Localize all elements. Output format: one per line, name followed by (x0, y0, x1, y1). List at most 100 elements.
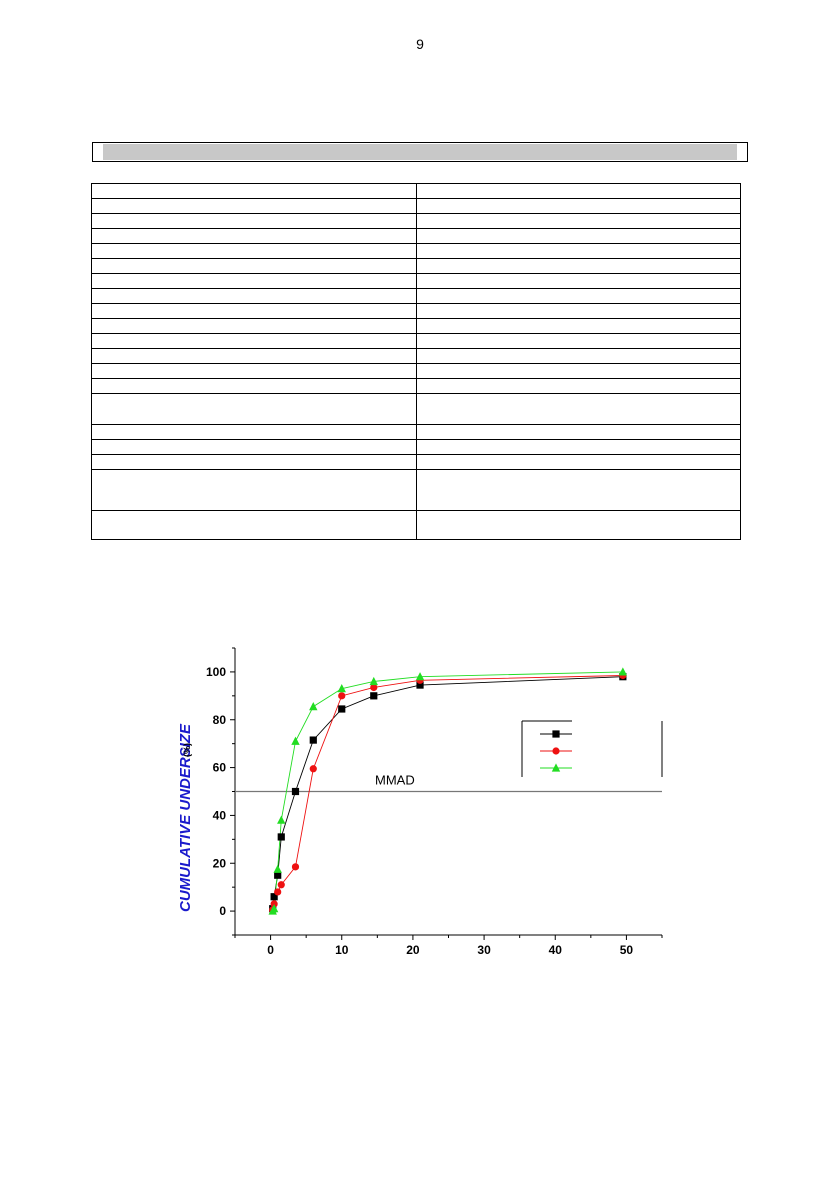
y-tick-label: 60 (213, 761, 227, 775)
series-1-point (309, 736, 317, 744)
series-2-point (370, 683, 378, 692)
y-tick-label: 100 (206, 665, 226, 679)
table-row (91, 228, 741, 244)
table-cell-label (91, 469, 417, 511)
table-row (91, 363, 741, 379)
series-3-point (337, 684, 346, 693)
table-cell-label (91, 363, 417, 379)
series-3-point (268, 906, 277, 915)
y-tick-label: 20 (213, 856, 227, 870)
table-cell-value (416, 393, 741, 425)
series-2-point (274, 888, 282, 896)
table-cell-label (91, 439, 417, 455)
table-row (91, 393, 741, 425)
table-cell-value (416, 454, 741, 470)
y-tick-label: 80 (213, 713, 227, 727)
table-row (91, 258, 741, 274)
x-tick-label: 20 (406, 943, 420, 957)
table-row (91, 424, 741, 440)
section-title-box (92, 142, 748, 162)
table-cell-value (416, 348, 741, 364)
table-row (91, 454, 741, 470)
table-cell-label (91, 510, 417, 540)
series-3-point (291, 736, 300, 745)
series-1-point (269, 905, 277, 913)
table-cell-value (416, 198, 741, 214)
table-row (91, 348, 741, 364)
legend-marker-3 (551, 763, 561, 772)
x-tick-label: 0 (267, 943, 274, 957)
table-row (91, 213, 741, 229)
series-1-point (416, 681, 424, 689)
table-cell-label (91, 333, 417, 349)
table-cell-label (91, 303, 417, 319)
table-cell-value (416, 318, 741, 334)
series-2-point (416, 676, 424, 684)
table-cell-label (91, 213, 417, 229)
series-1-point (370, 692, 378, 700)
data-table (91, 183, 741, 540)
series-3-point (309, 701, 318, 711)
table-cell-value (416, 303, 741, 319)
series-2-point (309, 765, 317, 773)
x-tick-label: 50 (620, 943, 634, 957)
table-row (91, 288, 741, 304)
table-row (91, 273, 741, 289)
series-2-point (270, 900, 278, 908)
series-3-point (273, 864, 282, 873)
series-2-point (291, 863, 300, 871)
table-row (91, 510, 741, 540)
table-row (91, 198, 741, 214)
series-2-point (338, 692, 346, 700)
series-3-point (277, 815, 286, 824)
table-cell-value (416, 510, 741, 540)
x-tick-label: 10 (335, 943, 349, 957)
table-row (91, 303, 741, 319)
table-cell-value (416, 469, 741, 511)
legend-box (522, 721, 662, 777)
table-row (91, 469, 741, 511)
table-cell-value (416, 378, 741, 394)
table-row (91, 378, 741, 394)
table-cell-value (416, 288, 741, 304)
table-cell-label (91, 454, 417, 470)
table-cell-label (91, 228, 417, 244)
table-cell-value (416, 228, 741, 244)
y-axis-unit: (%) (182, 743, 192, 757)
page-number: 9 (416, 36, 424, 52)
table-cell-label (91, 424, 417, 440)
series-3-point (369, 676, 378, 686)
series-line-2 (272, 675, 623, 910)
table-row (91, 243, 741, 259)
table-cell-label (91, 183, 417, 199)
series-1-point (338, 705, 346, 713)
table-cell-label (91, 378, 417, 394)
series-line-1 (272, 676, 623, 909)
series-1-point (270, 893, 278, 901)
legend-marker-2 (552, 747, 560, 755)
table-cell-value (416, 424, 741, 440)
table-cell-label (91, 243, 417, 259)
section-title-shading (103, 144, 737, 160)
series-2-point (277, 881, 285, 889)
series-2-point (269, 906, 277, 914)
table-cell-value (416, 363, 741, 379)
table-cell-value (416, 258, 741, 274)
table-cell-label (91, 198, 417, 214)
legend-marker-1 (552, 730, 560, 738)
table-cell-value (416, 273, 741, 289)
y-tick-label: 0 (219, 904, 226, 918)
x-tick-label: 30 (477, 943, 491, 957)
y-tick-label: 40 (213, 808, 227, 822)
table-cell-label (91, 318, 417, 334)
table-cell-label (91, 288, 417, 304)
table-row (91, 318, 741, 334)
series-1-point (291, 787, 300, 796)
series-3-point (618, 667, 628, 676)
table-cell-label (91, 273, 417, 289)
table-cell-value (416, 333, 741, 349)
x-tick-label: 40 (549, 943, 563, 957)
table-cell-label (91, 393, 417, 425)
